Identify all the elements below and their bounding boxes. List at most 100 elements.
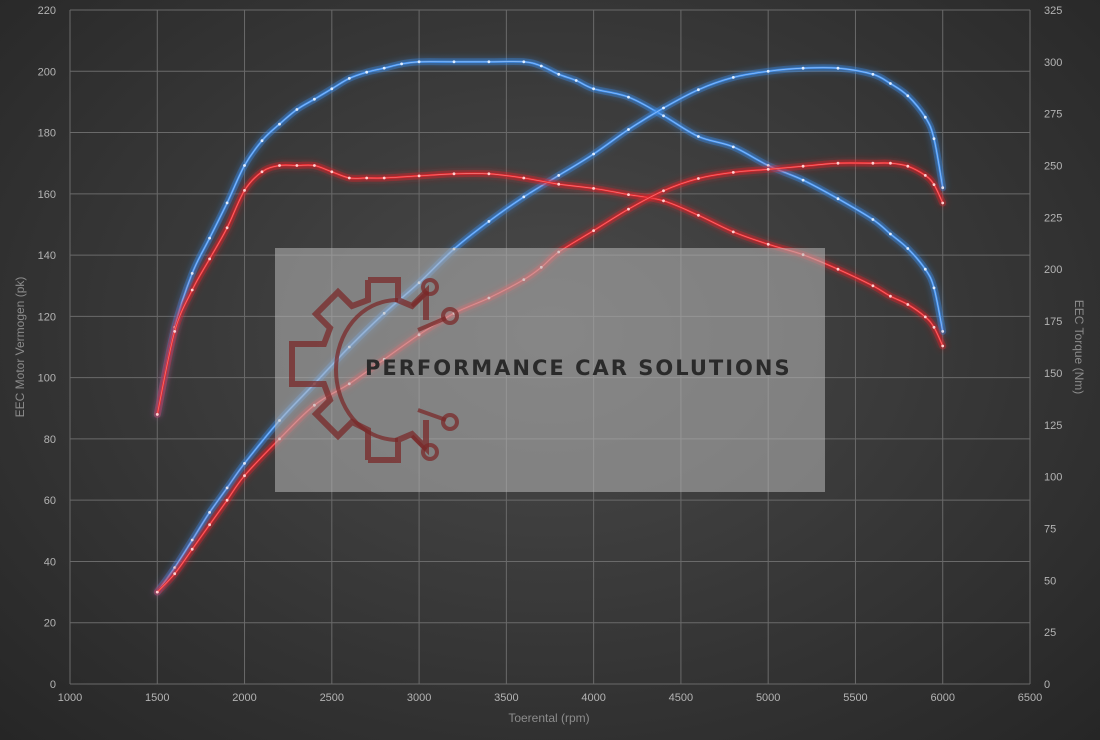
data-point: [278, 164, 281, 167]
watermark: PERFORMANCE CAR SOLUTIONS: [275, 248, 825, 492]
series-0: [153, 58, 947, 418]
series-2: [153, 161, 947, 418]
data-point: [330, 87, 334, 91]
y-right-tick-label: 0: [1044, 679, 1050, 691]
data-point: [592, 229, 595, 233]
y-right-axis-ticks: 0 25 50 75 100 125 150 175 200 225 250 275 300 325: [1044, 5, 1062, 691]
data-point: [557, 174, 561, 177]
y-right-tick-label: 225: [1044, 212, 1062, 224]
y-right-tick-label: 250: [1044, 161, 1062, 173]
y-right-tick-label: 275: [1044, 109, 1062, 121]
y-left-axis-ticks: 0 20 40 60 80 100 120 140 160 180 200 220: [38, 5, 56, 691]
data-point: [487, 60, 491, 64]
y-left-tick-label: 0: [50, 679, 56, 691]
data-point: [836, 161, 840, 165]
data-point: [382, 66, 386, 70]
data-point: [906, 164, 910, 168]
data-point: [190, 538, 194, 542]
data-point: [313, 164, 316, 167]
data-point: [190, 547, 194, 551]
data-point: [906, 247, 910, 250]
y-left-tick-label: 80: [44, 434, 56, 446]
y-right-tick-label: 25: [1044, 627, 1056, 639]
data-point: [923, 267, 927, 271]
data-point: [871, 284, 875, 288]
x-tick-label: 6000: [930, 692, 954, 704]
data-point: [592, 187, 595, 190]
data-point: [889, 294, 892, 298]
data-point: [243, 189, 246, 192]
data-point: [243, 462, 246, 465]
data-point: [697, 177, 700, 180]
data-point: [190, 272, 194, 275]
data-point: [225, 498, 229, 502]
data-point: [313, 97, 316, 101]
series-1: [153, 64, 947, 596]
data-point: [889, 161, 892, 165]
data-point: [627, 95, 630, 99]
data-point: [801, 164, 805, 168]
data-point: [923, 174, 927, 177]
data-point: [155, 590, 159, 594]
data-point: [932, 286, 936, 290]
x-tick-label: 2000: [232, 692, 256, 704]
y-right-tick-label: 150: [1044, 368, 1062, 380]
data-point: [295, 164, 299, 167]
data-point: [923, 315, 927, 319]
y-right-tick-label: 200: [1044, 264, 1062, 276]
data-point: [522, 176, 526, 180]
data-point: [173, 330, 177, 333]
y-right-tick-label: 125: [1044, 420, 1062, 432]
y-left-axis-title: EEC Motor Vermogen (pk): [13, 277, 27, 418]
y-left-tick-label: 200: [38, 66, 56, 78]
data-point: [225, 201, 229, 205]
y-right-tick-label: 50: [1044, 575, 1056, 587]
data-point: [627, 207, 630, 211]
y-left-tick-label: 160: [38, 189, 56, 201]
data-point: [592, 152, 595, 156]
series-highlight: [156, 61, 944, 415]
data-point: [923, 115, 927, 119]
data-point: [522, 60, 526, 64]
data-point: [225, 486, 229, 490]
watermark-text: PERFORMANCE CAR SOLUTIONS: [365, 356, 792, 380]
data-point: [731, 76, 735, 79]
data-point: [365, 70, 369, 74]
data-point: [260, 170, 264, 174]
y-left-tick-label: 20: [44, 618, 56, 630]
data-point: [697, 213, 700, 217]
data-point: [662, 199, 665, 203]
x-tick-label: 4000: [581, 692, 605, 704]
data-point: [208, 236, 212, 240]
x-tick-label: 2500: [320, 692, 344, 704]
data-point: [452, 172, 456, 176]
data-point: [697, 88, 700, 92]
x-tick-label: 3500: [494, 692, 518, 704]
data-point: [889, 82, 892, 85]
data-point: [592, 87, 595, 91]
data-point: [347, 176, 351, 180]
data-point: [574, 79, 578, 82]
y-left-tick-label: 40: [44, 556, 56, 568]
data-point: [906, 94, 910, 98]
y-right-tick-label: 300: [1044, 57, 1062, 69]
data-point: [347, 77, 351, 80]
data-point: [836, 66, 840, 70]
data-point: [801, 178, 805, 182]
data-point: [487, 220, 491, 223]
data-point: [932, 137, 936, 141]
data-point: [208, 257, 212, 261]
data-point: [208, 523, 212, 527]
data-point: [731, 171, 735, 174]
data-point: [662, 106, 665, 110]
x-tick-label: 5000: [756, 692, 780, 704]
x-tick-label: 1000: [58, 692, 82, 704]
x-tick-label: 6500: [1018, 692, 1042, 704]
data-point: [225, 226, 229, 230]
data-point: [190, 288, 194, 292]
x-tick-label: 1500: [145, 692, 169, 704]
y-right-axis-title: EEC Torque (Nm): [1072, 300, 1086, 394]
data-point: [941, 201, 945, 205]
y-left-tick-label: 60: [44, 495, 56, 507]
y-right-tick-label: 75: [1044, 523, 1056, 535]
